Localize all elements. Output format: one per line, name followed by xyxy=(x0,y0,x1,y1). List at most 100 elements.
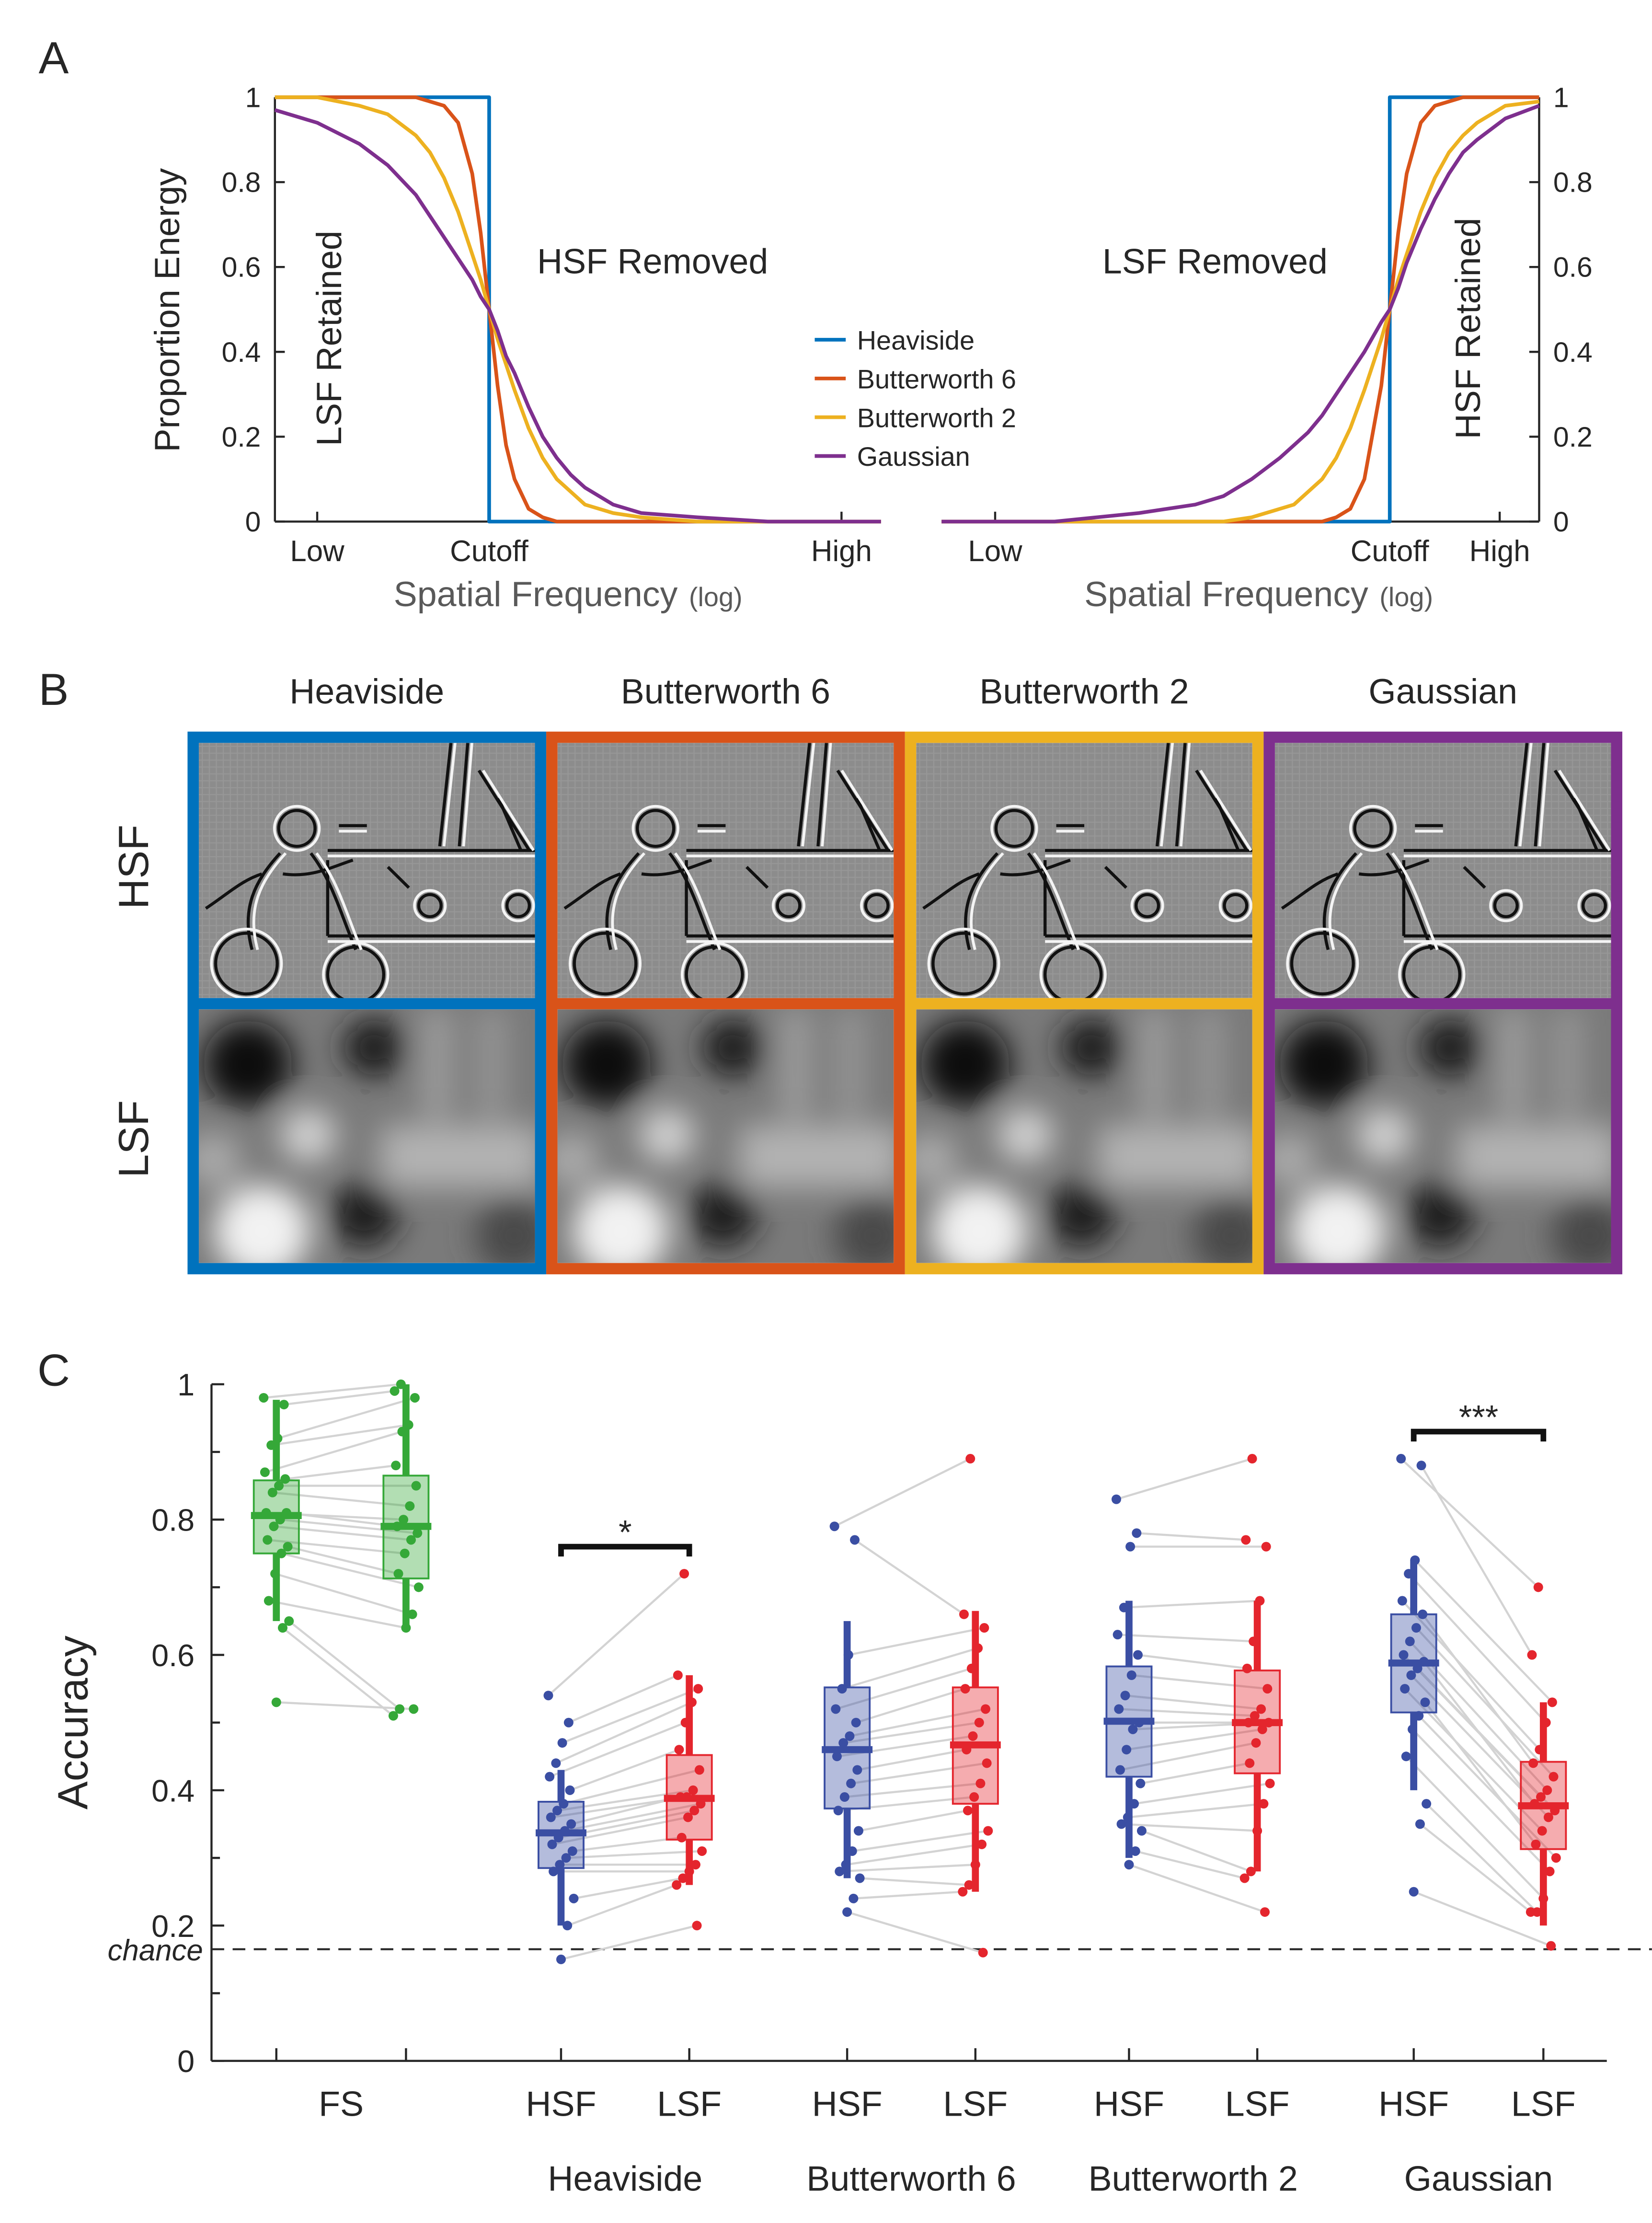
x-axis-label: Spatial Frequency (log) xyxy=(1084,574,1433,614)
data-point xyxy=(1419,1657,1429,1667)
annotation: LSF Retained xyxy=(309,230,349,446)
series-line xyxy=(941,104,1540,524)
pair-line xyxy=(552,1816,688,1846)
data-point xyxy=(391,1461,401,1471)
data-point xyxy=(411,1481,421,1491)
pair-line xyxy=(839,1864,975,1873)
data-point xyxy=(561,1853,571,1863)
pair-line xyxy=(1135,1850,1245,1879)
data-point xyxy=(1243,1717,1253,1728)
data-point xyxy=(264,1596,274,1606)
data-point xyxy=(1527,1650,1537,1660)
significance-label: * xyxy=(619,1513,631,1551)
pair-line xyxy=(282,1627,394,1717)
pair-line xyxy=(555,1701,692,1764)
pair-line xyxy=(280,1518,418,1534)
data-point xyxy=(982,1758,992,1768)
x-tick-label: LSF xyxy=(943,2084,1008,2123)
y-tick-label: 0.6 xyxy=(222,252,261,283)
chance-label: chance xyxy=(108,1934,203,1967)
pair-line xyxy=(1125,1694,1262,1710)
data-point xyxy=(551,1758,561,1768)
filtered-image xyxy=(543,1009,912,1278)
data-point xyxy=(1126,1670,1136,1680)
data-point xyxy=(843,1650,853,1660)
pair-line xyxy=(1425,1803,1538,1913)
pair-line xyxy=(846,1843,982,1866)
x-axis-label: Spatial Frequency (log) xyxy=(394,574,743,614)
y-tick-label: 0.8 xyxy=(222,167,261,198)
data-point xyxy=(1136,1778,1146,1788)
data-point xyxy=(261,1508,271,1518)
data-point xyxy=(1422,1799,1432,1809)
pair-line xyxy=(572,1836,682,1853)
data-point xyxy=(1265,1778,1275,1788)
data-point xyxy=(672,1880,682,1890)
data-point xyxy=(406,1535,416,1545)
data-point xyxy=(1550,1806,1560,1816)
data-point xyxy=(960,1684,970,1694)
pair-line xyxy=(567,1884,677,1927)
pair-line xyxy=(281,1552,419,1589)
data-point xyxy=(1257,1724,1267,1734)
pair-line xyxy=(1126,1728,1263,1751)
data-point xyxy=(283,1542,293,1552)
data-point xyxy=(693,1684,703,1694)
data-point xyxy=(396,1379,406,1389)
y-tick-label: 0 xyxy=(1553,507,1569,538)
data-point xyxy=(1414,1711,1424,1721)
x-tick-label: HSF xyxy=(1094,2084,1164,2123)
panel-label: A xyxy=(39,33,69,83)
data-point xyxy=(692,1921,702,1931)
pair-line xyxy=(275,1572,413,1615)
data-point xyxy=(983,1826,993,1836)
pair-line xyxy=(287,1545,399,1575)
column-title: Butterworth 2 xyxy=(979,671,1189,711)
data-point xyxy=(393,1569,403,1579)
data-point xyxy=(980,1704,990,1714)
data-point xyxy=(1408,1724,1418,1734)
filtered-image xyxy=(902,1009,1271,1278)
data-point xyxy=(545,1772,555,1782)
pair-line xyxy=(264,1430,403,1474)
significance-label: *** xyxy=(1459,1398,1498,1436)
data-point xyxy=(1399,1650,1409,1660)
data-point xyxy=(697,1846,707,1856)
legend-label: Gaussian xyxy=(857,441,970,472)
data-point xyxy=(851,1717,861,1728)
pair-line xyxy=(557,1789,693,1812)
annotation: LSF Removed xyxy=(1102,242,1328,281)
filtered-image xyxy=(185,1009,553,1278)
pair-line xyxy=(548,1573,685,1696)
pair-line xyxy=(1137,1654,1248,1670)
data-point xyxy=(970,1860,980,1870)
y-tick-label: 0.2 xyxy=(151,1909,195,1944)
data-point xyxy=(1256,1704,1266,1714)
data-point xyxy=(835,1866,845,1877)
x-tick-label: LSF xyxy=(1511,2084,1576,2123)
pair-line xyxy=(1420,1465,1533,1656)
column-title: Gaussian xyxy=(1368,671,1517,711)
y-tick-label: 0.8 xyxy=(1553,167,1593,198)
pair-line xyxy=(835,1667,972,1710)
pair-line xyxy=(561,1924,698,1961)
pair-line xyxy=(277,1396,415,1440)
pair-line xyxy=(1124,1600,1260,1609)
data-point xyxy=(687,1697,697,1707)
data-point xyxy=(1551,1853,1561,1863)
pair-line xyxy=(847,1911,984,1954)
data-point xyxy=(410,1393,420,1403)
data-point xyxy=(390,1386,400,1396)
data-point xyxy=(1241,1535,1251,1545)
data-point xyxy=(977,1839,987,1849)
data-point xyxy=(552,1806,562,1816)
data-point xyxy=(966,1663,976,1673)
data-point xyxy=(276,1548,287,1558)
legend-label: Butterworth 6 xyxy=(857,364,1016,394)
data-point xyxy=(397,1427,407,1437)
data-point xyxy=(1249,1636,1259,1647)
data-point xyxy=(1260,1907,1270,1917)
data-point xyxy=(263,1535,273,1545)
